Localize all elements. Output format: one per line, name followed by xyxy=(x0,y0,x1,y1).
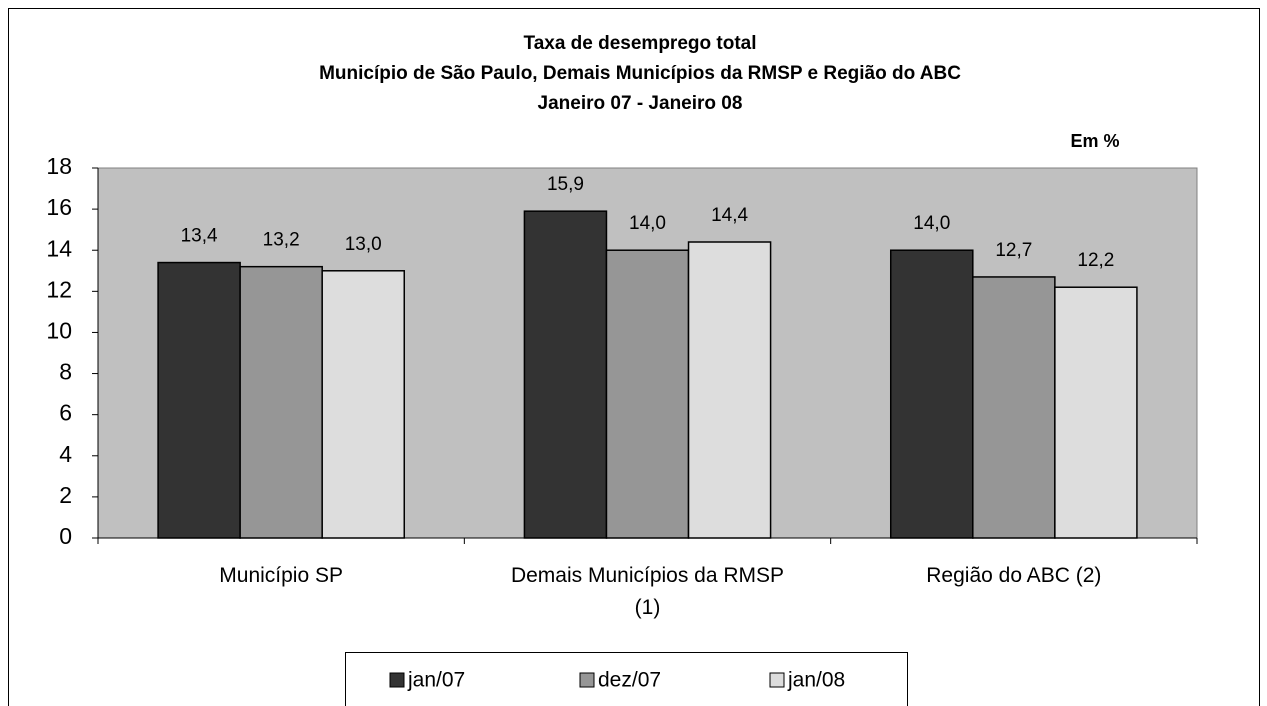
value-label: 14,0 xyxy=(629,213,666,234)
bar xyxy=(972,276,1056,539)
y-tick-label: 8 xyxy=(59,359,72,385)
chart-title: Janeiro 07 - Janeiro 08 xyxy=(538,93,743,114)
bar xyxy=(321,270,406,539)
bar xyxy=(239,265,323,539)
value-label: 14,4 xyxy=(711,205,748,226)
y-tick-label: 6 xyxy=(59,400,72,426)
x-tick-label: Município SP xyxy=(219,564,344,587)
bar xyxy=(889,249,974,539)
y-tick-label: 12 xyxy=(46,276,72,302)
bar xyxy=(157,261,241,539)
x-tick-label: Região do ABC (2) xyxy=(926,564,1102,587)
value-label: 15,9 xyxy=(547,174,584,195)
y-tick-label: 4 xyxy=(59,441,72,467)
legend-label: jan/08 xyxy=(787,669,845,692)
legend-label: dez/07 xyxy=(598,669,661,692)
unit-annotation: Em % xyxy=(1070,131,1119,151)
chart-title: Taxa de desemprego total xyxy=(524,33,757,54)
x-label-box: Município SP xyxy=(219,564,344,587)
bar xyxy=(523,210,608,539)
legend-swatch xyxy=(389,672,405,688)
legend-box xyxy=(345,652,908,706)
value-label: 13,4 xyxy=(181,226,218,247)
value-label: 13,0 xyxy=(345,234,382,255)
bar xyxy=(687,241,772,539)
bar xyxy=(605,249,690,539)
y-tick-label: 2 xyxy=(59,482,72,508)
value-label: 12,7 xyxy=(995,240,1032,261)
y-tick-label: 16 xyxy=(46,194,72,220)
legend-label: jan/07 xyxy=(407,669,465,692)
legend-swatch xyxy=(579,672,595,688)
y-tick-label: 14 xyxy=(46,235,72,261)
x-label-box: Demais Municípios da RMSP (1) xyxy=(510,564,785,619)
bar xyxy=(1054,286,1138,539)
y-tick-label: 18 xyxy=(46,153,72,179)
chart-title: Município de São Paulo, Demais Município… xyxy=(319,63,961,84)
x-label-box: Região do ABC (2) xyxy=(926,564,1102,587)
legend-swatch xyxy=(769,672,785,688)
x-tick-label: Demais Municípios da RMSP (1) xyxy=(510,564,785,619)
value-label: 12,2 xyxy=(1077,250,1114,271)
value-label: 14,0 xyxy=(913,213,950,234)
value-label: 13,2 xyxy=(263,230,300,251)
y-tick-label: 10 xyxy=(46,318,72,344)
y-tick-label: 0 xyxy=(59,523,72,549)
